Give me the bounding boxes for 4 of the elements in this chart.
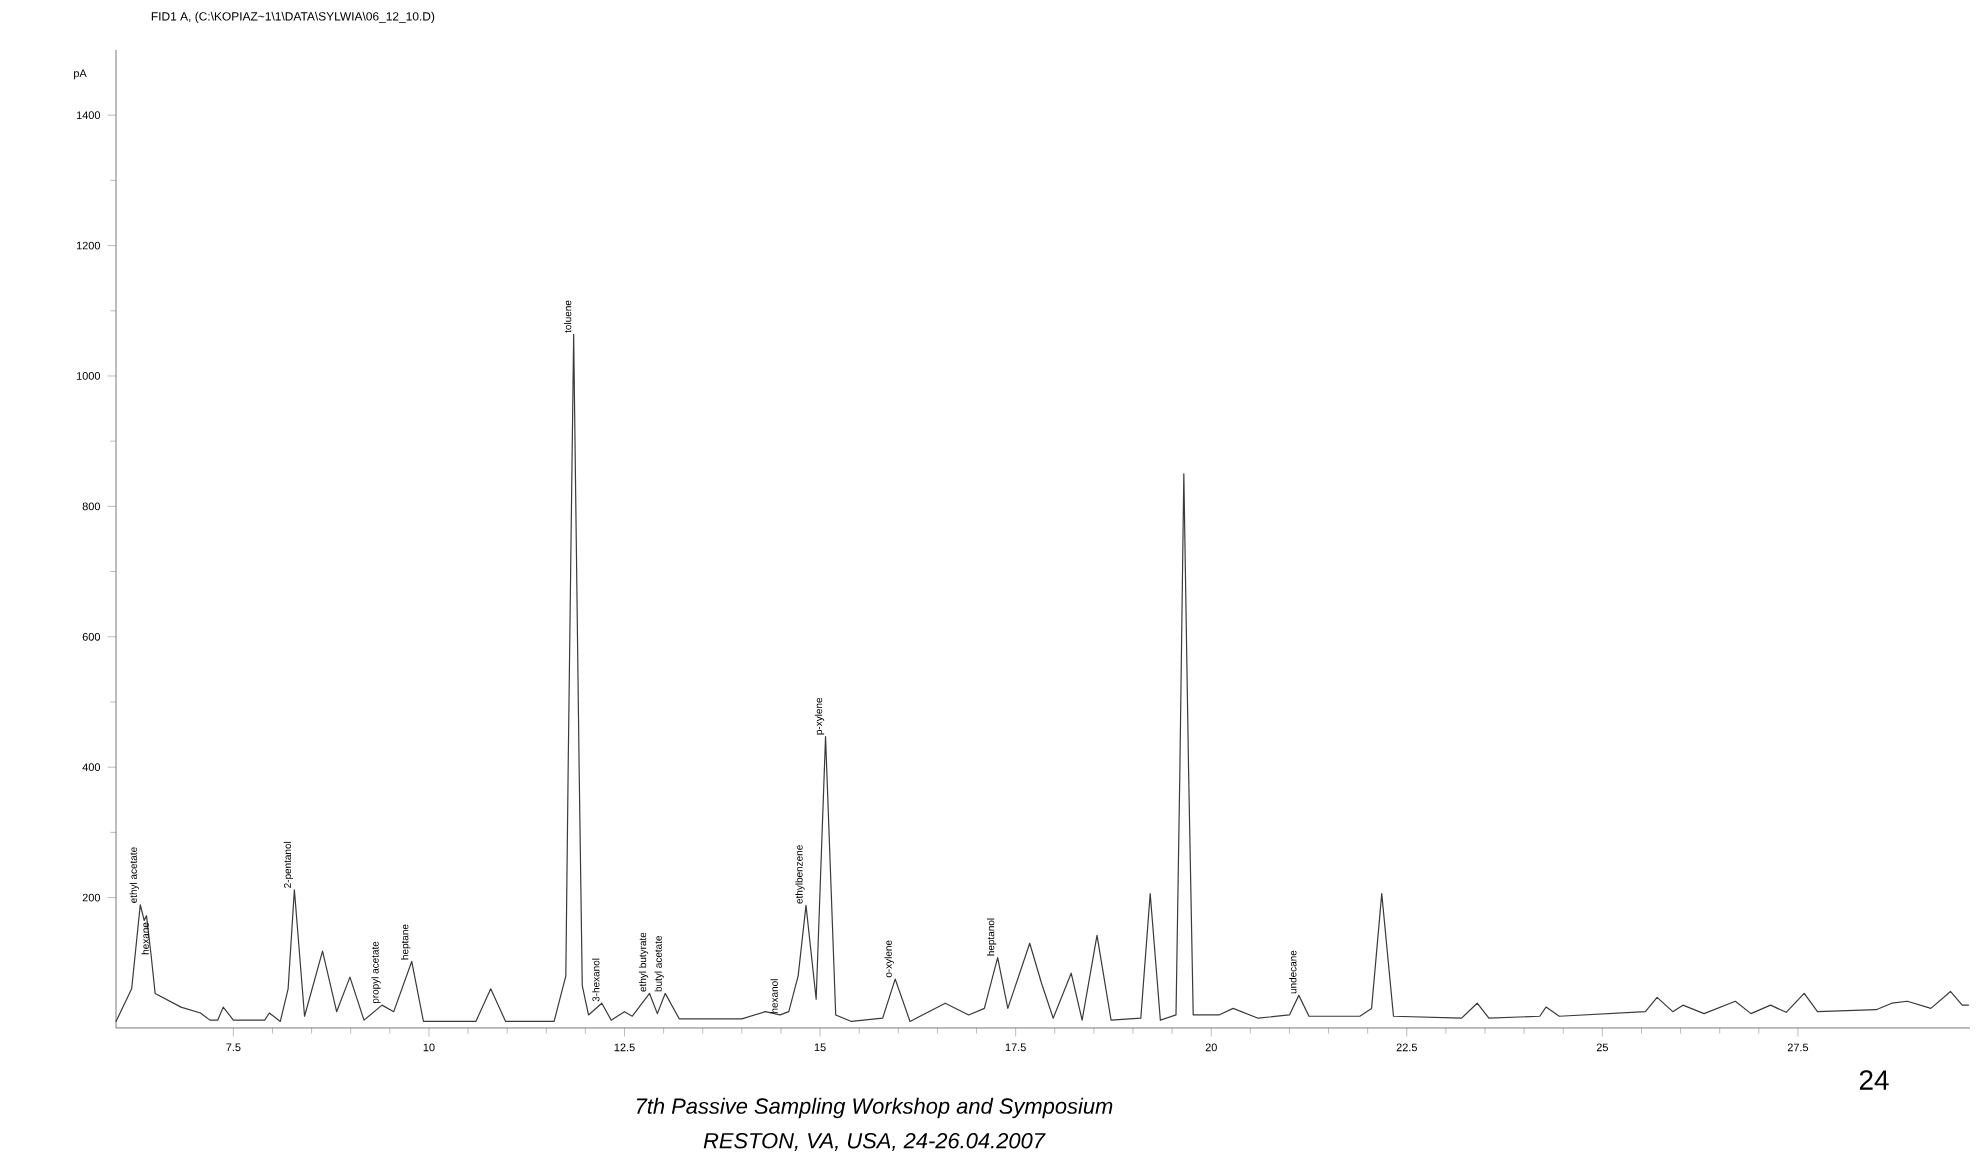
text: RESTON, VA, USA, 24-26.04.2007 [703, 1132, 1046, 1152]
text: 24 [1859, 1070, 1889, 1090]
text: 7th Passive Sampling Workshop and Symposium [636, 1097, 1113, 1119]
line-series [115, 333, 1970, 1023]
